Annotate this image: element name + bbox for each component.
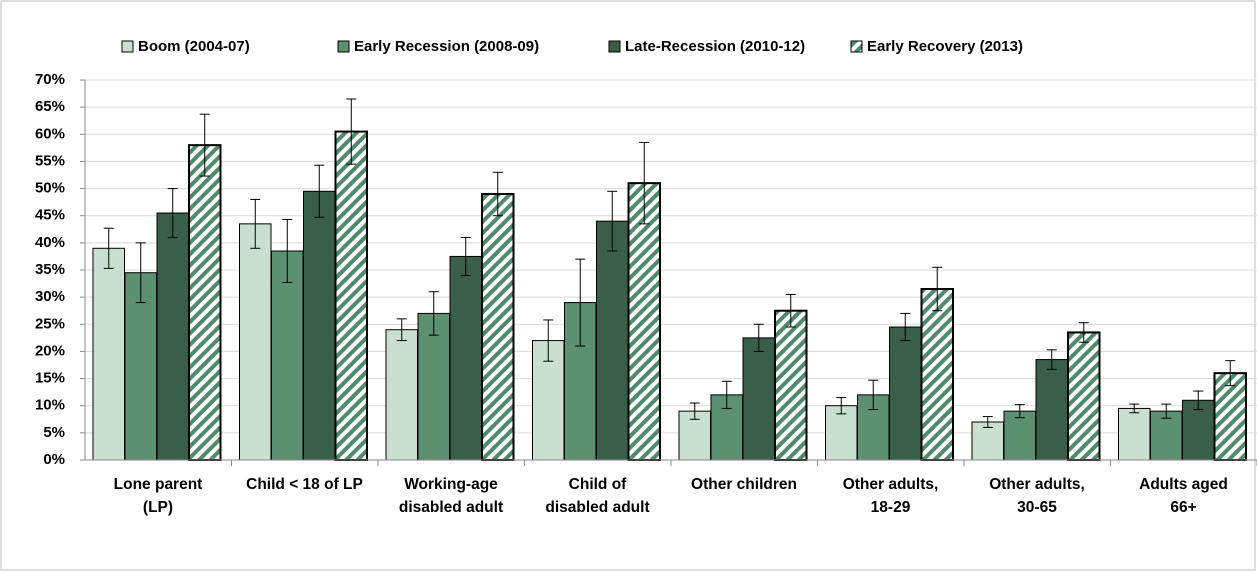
bar xyxy=(920,288,954,461)
bar xyxy=(188,144,222,461)
y-tick-label: 45% xyxy=(35,207,65,224)
bar xyxy=(417,312,450,461)
bar xyxy=(334,130,368,461)
bar xyxy=(385,329,418,461)
y-tick-label: 0% xyxy=(43,451,65,468)
y-tick-label: 55% xyxy=(35,152,65,169)
bar xyxy=(774,309,808,462)
y-tick-label: 70% xyxy=(35,71,65,88)
y-tick-label: 35% xyxy=(35,261,65,278)
bar xyxy=(1067,331,1101,461)
bar xyxy=(303,190,336,461)
y-tick-label: 40% xyxy=(35,234,65,251)
x-tick-label: Other adults, 30-65 xyxy=(989,476,1085,516)
y-tick-label: 15% xyxy=(35,370,65,387)
legend-label: Late-Recession (2010-12) xyxy=(625,38,805,55)
bar xyxy=(889,326,922,461)
legend-marker xyxy=(850,40,863,53)
x-tick-label: Working-age disabled adult xyxy=(398,476,504,516)
legend-label: Early Recession (2008-09) xyxy=(354,38,539,55)
legend-label: Early Recovery (2013) xyxy=(867,38,1023,55)
bar xyxy=(239,223,272,461)
bar xyxy=(1182,399,1215,461)
legend-marker xyxy=(337,40,350,53)
x-tick-label: Other children xyxy=(691,476,797,493)
x-tick-label: Lone parent (LP) xyxy=(113,476,203,516)
bar xyxy=(1035,359,1068,461)
bar xyxy=(742,337,775,461)
y-tick-label: 25% xyxy=(35,315,65,332)
bar xyxy=(1118,407,1151,461)
y-tick-label: 10% xyxy=(35,397,65,414)
bar xyxy=(825,405,858,461)
bar xyxy=(596,220,629,461)
bar xyxy=(156,212,189,461)
x-tick-label: Child < 18 of LP xyxy=(246,476,363,493)
bar xyxy=(92,247,125,461)
y-tick-label: 30% xyxy=(35,288,65,305)
bar xyxy=(481,193,515,461)
x-tick-label: Adults aged 66+ xyxy=(1139,476,1228,516)
y-tick-label: 65% xyxy=(35,98,65,115)
x-tick-label: Other adults, 18-29 xyxy=(842,476,939,516)
y-tick-label: 20% xyxy=(35,342,65,359)
y-tick-label: 50% xyxy=(35,180,65,197)
x-tick-label: Child of disabled adult xyxy=(545,476,650,516)
legend-marker xyxy=(121,40,134,53)
legend-marker xyxy=(608,40,621,53)
legend-label: Boom (2004-07) xyxy=(138,38,250,55)
bar xyxy=(627,182,661,461)
y-tick-label: 5% xyxy=(43,424,65,441)
bar xyxy=(1213,372,1247,461)
y-tick-label: 60% xyxy=(35,125,65,142)
bar xyxy=(449,255,482,461)
bar xyxy=(1003,410,1036,461)
bar xyxy=(971,421,1004,461)
